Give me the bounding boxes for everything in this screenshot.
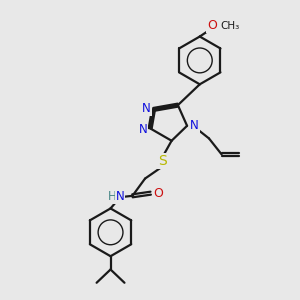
Text: N: N xyxy=(190,119,199,132)
Text: CH₃: CH₃ xyxy=(220,21,239,31)
Text: N: N xyxy=(142,102,151,115)
Text: O: O xyxy=(153,187,163,200)
Text: H: H xyxy=(107,190,116,203)
Text: S: S xyxy=(158,154,167,168)
Text: O: O xyxy=(207,20,217,32)
Text: N: N xyxy=(139,122,147,136)
Text: N: N xyxy=(116,190,124,203)
